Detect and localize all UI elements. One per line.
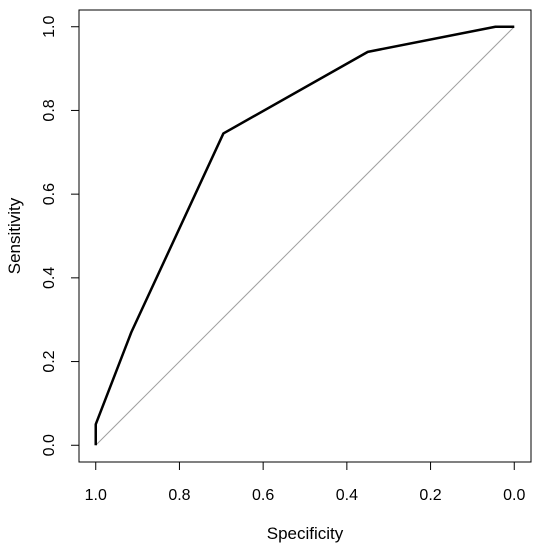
y-tick-label: 1.0: [41, 16, 58, 38]
y-axis: 0.0 0.2 0.4 0.6 0.8 1.0: [41, 16, 80, 456]
x-tick-label: 0.0: [503, 487, 525, 504]
y-tick-label: 0.0: [41, 434, 58, 456]
x-tick-label: 0.4: [336, 487, 358, 504]
x-tick-label: 0.2: [419, 487, 441, 504]
y-tick-label: 0.6: [41, 183, 58, 205]
x-tick-label: 0.8: [168, 487, 190, 504]
reference-diagonal-line: [95, 26, 515, 446]
x-axis: 1.0 0.8 0.6 0.4 0.2 0.0: [85, 461, 525, 504]
reference-line-layer: [95, 26, 515, 446]
x-tick-label: 0.6: [252, 487, 274, 504]
y-tick-label: 0.4: [41, 267, 58, 289]
y-axis-title: Sensitivity: [5, 197, 24, 274]
x-axis-title: Specificity: [267, 524, 344, 543]
roc-curve-line: [94, 25, 515, 446]
y-tick-label: 0.8: [41, 99, 58, 121]
y-tick-label: 0.2: [41, 350, 58, 372]
series-layer: [94, 25, 515, 446]
x-tick-label: 1.0: [85, 487, 107, 504]
